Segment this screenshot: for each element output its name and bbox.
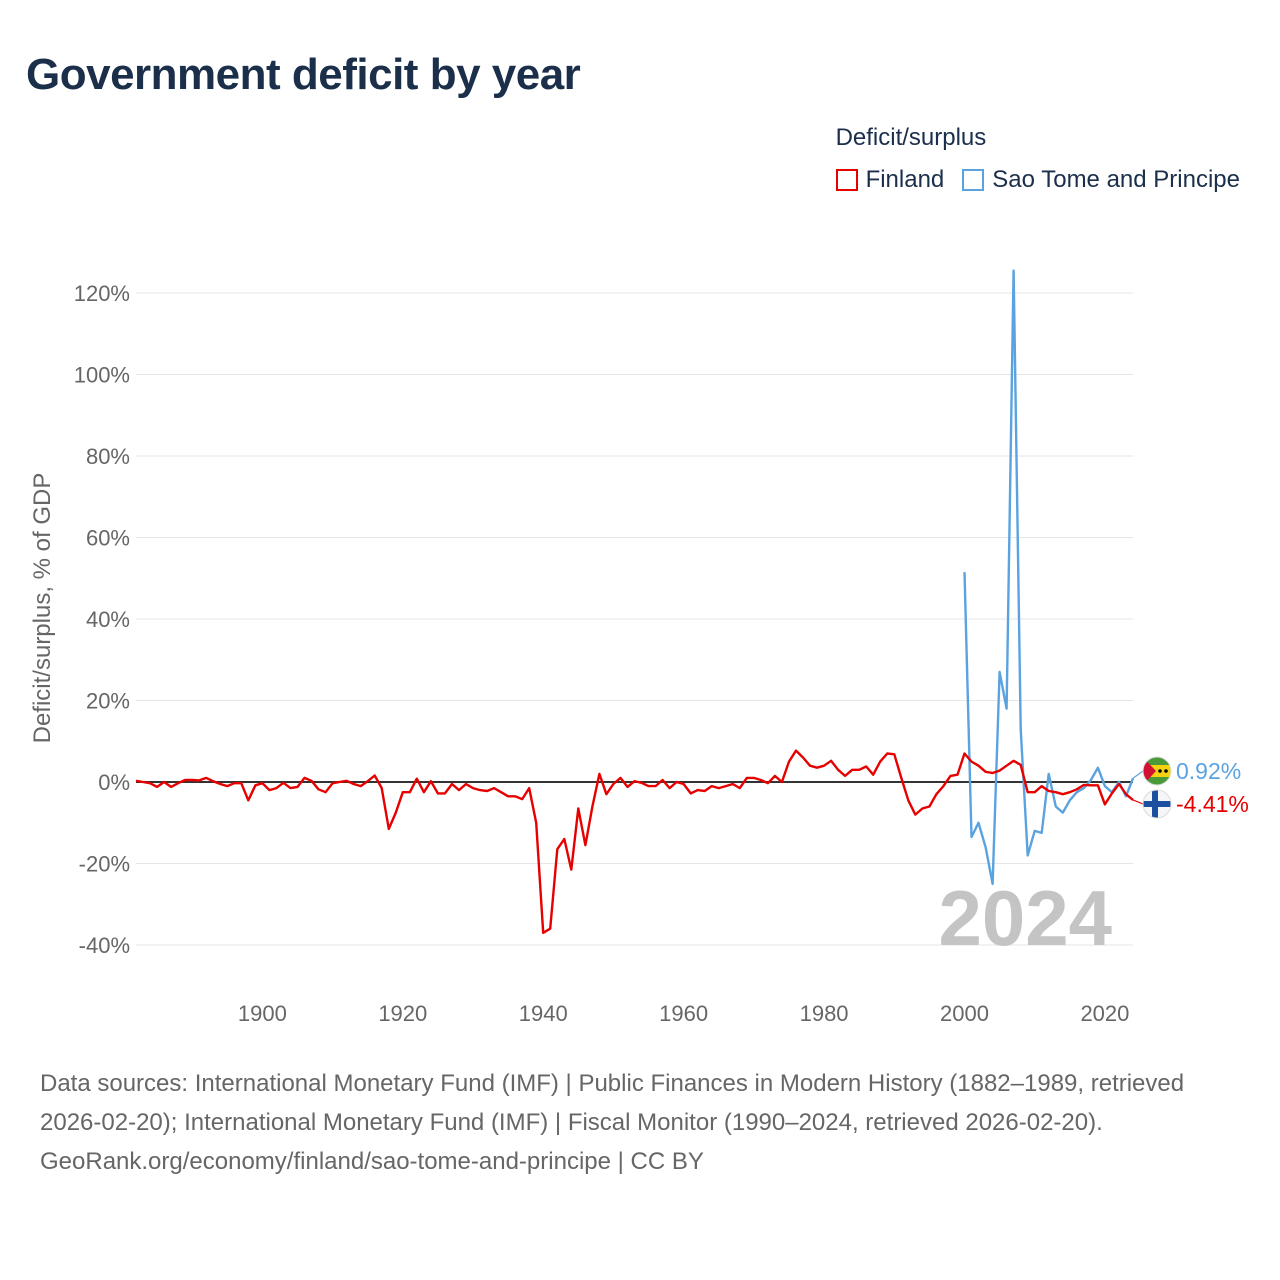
series-lines xyxy=(135,269,1135,934)
y-tick-label: 20% xyxy=(86,689,130,714)
finland-flag-icon xyxy=(1142,789,1172,819)
series-line-finland[interactable] xyxy=(135,749,1134,934)
y-axis-label: Deficit/surplus, % of GDP xyxy=(29,473,56,744)
y-tick-label: 0% xyxy=(98,770,130,795)
x-tick-label: 1900 xyxy=(238,1001,287,1026)
line-chart: 120%100%80%60%40%20%0%-20%-40% 1900 1920 1… xyxy=(29,269,1249,1026)
x-axis-ticks: 1900 1920 1940 1960 1980 2000 2020 xyxy=(238,1001,1129,1026)
sao-tome-and-principe-flag-icon xyxy=(1142,756,1172,786)
y-tick-label: 40% xyxy=(86,607,130,632)
legend-swatch-finland xyxy=(835,169,858,191)
legend-item-finland[interactable]: Finland xyxy=(835,166,945,194)
gridlines xyxy=(136,292,1133,946)
attribution-link[interactable]: GeoRank.org/economy/finland/sao-tome-and… xyxy=(40,1148,704,1175)
footer: Data sources: International Monetary Fun… xyxy=(40,1064,1240,1181)
data-sources: Data sources: International Monetary Fun… xyxy=(40,1070,1185,1136)
end-label-sao-tome: 0.92% xyxy=(1176,758,1241,784)
legend-item-sao-tome[interactable]: Sao Tome and Principe xyxy=(962,166,1240,194)
x-tick-label: 1960 xyxy=(659,1001,708,1026)
end-connector-finland xyxy=(1132,799,1144,805)
legend-title: Deficit/surplus xyxy=(835,124,987,151)
legend: Deficit/surplus Finland Sao Tome and Pri… xyxy=(835,124,1240,194)
y-tick-label: 120% xyxy=(74,281,130,306)
end-label-finland: -4.41% xyxy=(1176,791,1249,817)
chart-title: Government deficit by year xyxy=(26,50,581,99)
y-tick-label: 100% xyxy=(74,363,130,388)
series-line-sao-tome[interactable] xyxy=(963,269,1135,886)
end-connector-sao-tome xyxy=(1132,770,1144,779)
x-tick-label: 2020 xyxy=(1080,1001,1129,1026)
y-axis-ticks: 120% 100% 80% 60% 40% 20% 0% -20% -40% xyxy=(74,281,130,958)
x-tick-label: 1940 xyxy=(519,1001,568,1026)
end-labels: 0.92% -4.41% xyxy=(1132,756,1249,819)
y-tick-label: 60% xyxy=(86,526,130,551)
x-tick-label: 2000 xyxy=(940,1001,989,1026)
legend-label-finland: Finland xyxy=(865,166,945,193)
x-tick-label: 1920 xyxy=(378,1001,427,1026)
x-tick-label: 1980 xyxy=(800,1001,849,1026)
y-tick-label: -40% xyxy=(79,933,130,958)
legend-label-sao-tome: Sao Tome and Principe xyxy=(992,166,1240,193)
legend-swatch-sao-tome xyxy=(962,169,985,191)
y-tick-label: -20% xyxy=(79,852,130,877)
y-tick-label: 80% xyxy=(86,444,130,469)
year-watermark: 2024 xyxy=(938,874,1112,962)
